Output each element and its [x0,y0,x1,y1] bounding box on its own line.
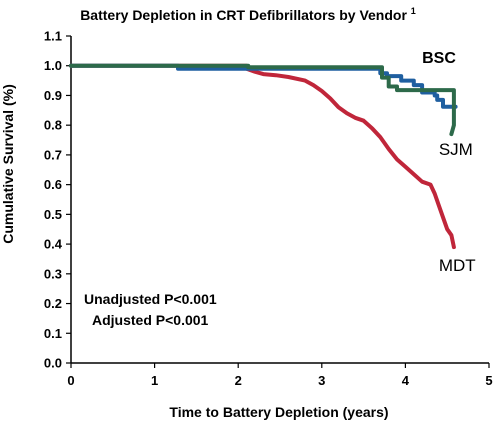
series-label-bsc: BSC [422,50,456,67]
y-tick-label: 1.0 [44,58,62,73]
series-label-group: BSC SJM MDT [422,50,476,275]
chart-title-text: Battery Depletion in CRT Defibrillators … [80,7,407,23]
y-tick-label: 0.9 [44,88,62,103]
x-tick-label: 1 [151,373,158,388]
annotation-unadjusted: Unadjusted P<0.001 [84,291,217,307]
series-line-mdt [69,63,456,250]
series-label-mdt: MDT [439,256,476,275]
chart-title-superscript: 1 [411,6,416,16]
annotation-adjusted: Adjusted P<0.001 [92,312,209,328]
series-lines [69,63,458,250]
y-tick-label: 0.6 [44,177,62,192]
x-axis-title: Time to Battery Depletion (years) [169,404,388,420]
y-tick-label: 0.1 [44,326,62,341]
y-tick-label: 0.2 [44,296,62,311]
chart-title: Battery Depletion in CRT Defibrillators … [80,6,416,23]
y-tick-label: 0.3 [44,266,62,281]
x-tick-label: 3 [318,373,325,388]
x-tick-label: 5 [485,373,492,388]
axes: 0.0 0.1 0.2 0.3 0.4 0.5 0.6 0.7 0.8 0.9 1.0 1.1 0 1 2 3… [44,29,493,389]
y-axis-title: Cumulative Survival (%) [0,84,16,244]
series-label-sjm: SJM [439,140,473,159]
y-tick-label: 0.5 [44,207,62,222]
x-tick-label: 2 [235,373,242,388]
y-tick-label: 0.7 [44,147,62,162]
series-line-bsc [69,63,456,137]
y-tick-label: 1.1 [44,29,62,44]
x-tick-label: 0 [67,373,74,388]
y-tick-label: 0.8 [44,118,62,133]
y-tick-label: 0.0 [44,356,62,371]
y-tick-label: 0.4 [44,237,63,252]
x-tick-label: 4 [402,373,410,388]
